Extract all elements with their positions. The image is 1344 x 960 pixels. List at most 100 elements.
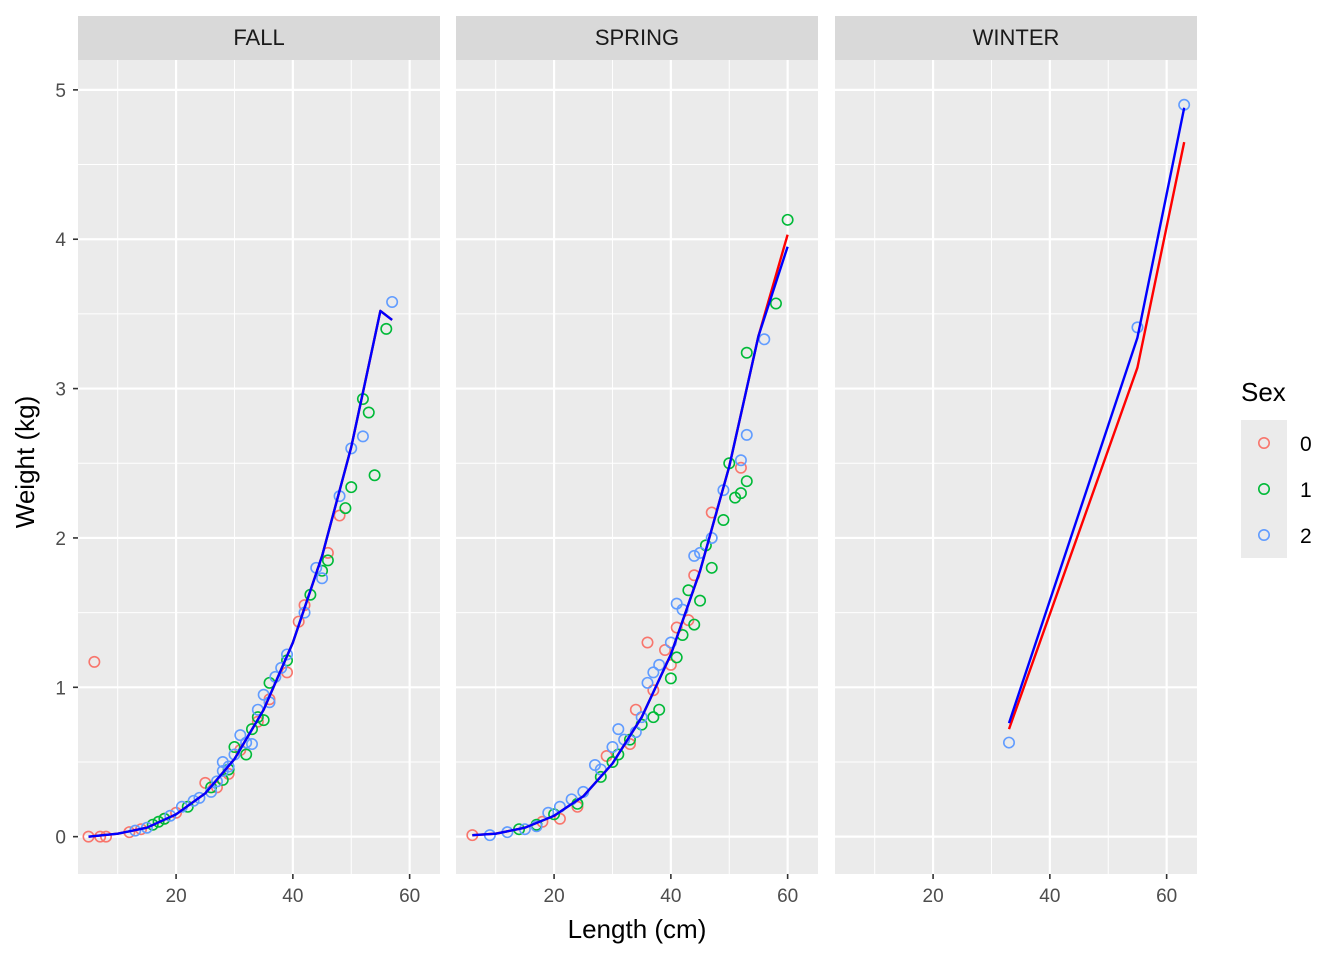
fit-line-blue <box>1007 107 1186 724</box>
y-axis-title: Weight (kg) <box>10 396 40 528</box>
data-point-sex-2 <box>386 295 399 308</box>
data-point-sex-0 <box>659 643 672 656</box>
legend: Sex 0 1 2 <box>1241 377 1312 558</box>
data-point-sex-2 <box>758 333 771 346</box>
data-point-sex-0 <box>647 684 660 697</box>
data-point-sex-1 <box>664 672 677 685</box>
data-point-sex-1 <box>321 554 334 567</box>
x-tick-label: 20 <box>544 886 565 907</box>
legend-key-sex-0 <box>1258 436 1271 449</box>
legend-key-sex-1 <box>1258 482 1271 495</box>
y-tick-label: 0 <box>55 828 66 849</box>
facet-strip <box>456 16 818 60</box>
data-point-sex-1 <box>694 594 707 607</box>
y-tick-label: 5 <box>55 81 66 102</box>
data-point-sex-2 <box>641 676 654 689</box>
data-point-sex-1 <box>612 748 625 761</box>
data-point-sex-1 <box>606 755 619 768</box>
fit-line-blue <box>472 246 789 837</box>
data-point-sex-2 <box>647 666 660 679</box>
legend-title: Sex <box>1241 377 1286 407</box>
x-tick-label: 40 <box>282 886 303 907</box>
data-point-sex-2 <box>606 741 619 754</box>
data-point-sex-0 <box>670 621 683 634</box>
data-point-sex-2 <box>635 711 648 724</box>
data-point-sex-1 <box>380 322 393 335</box>
data-point-sex-2 <box>653 658 666 671</box>
data-point-sex-2 <box>612 723 625 736</box>
y-tick-label: 4 <box>55 230 66 251</box>
legend-label: 2 <box>1300 525 1312 548</box>
facet-strip-label: WINTER <box>973 25 1060 50</box>
data-point-sex-1 <box>345 481 358 494</box>
data-point-sex-2 <box>245 738 258 751</box>
legend-label: 0 <box>1300 433 1312 456</box>
data-point-sex-1 <box>362 406 375 419</box>
legend-label: 1 <box>1300 479 1312 502</box>
data-point-sex-0 <box>333 509 346 522</box>
facet-panel-spring: SPRING 20 40 60 <box>456 16 818 907</box>
facet-panel-fall: FALL 20 40 60 <box>78 16 440 907</box>
data-point-sex-2 <box>210 775 223 788</box>
data-point-sex-0 <box>251 715 264 728</box>
data-point-sex-1 <box>251 711 264 724</box>
data-point-sex-1 <box>647 711 660 724</box>
data-point-sex-1 <box>152 815 165 828</box>
facet-strip-label: SPRING <box>595 25 679 50</box>
y-tick-label: 3 <box>55 380 66 401</box>
data-point-sex-0 <box>629 703 642 716</box>
data-point-sex-1 <box>740 346 753 359</box>
data-point-sex-1 <box>158 812 171 825</box>
data-point-sex-2 <box>316 572 329 585</box>
data-point-sex-1 <box>548 808 561 821</box>
data-point-sex-2 <box>281 648 294 661</box>
data-point-sex-0 <box>641 636 654 649</box>
panels-layer: FALL 20 40 60 SPRING 20 40 60 WINTER 20 40 60 <box>78 16 1197 907</box>
data-point-sex-1 <box>705 561 718 574</box>
data-point-sex-2 <box>193 791 206 804</box>
panel-background <box>78 60 440 874</box>
data-point-sex-1 <box>769 297 782 310</box>
data-point-sex-2 <box>187 794 200 807</box>
x-tick-label: 60 <box>1156 886 1177 907</box>
data-point-sex-0 <box>88 655 101 668</box>
data-point-sex-1 <box>146 818 159 831</box>
data-point-sex-1 <box>368 469 381 482</box>
data-point-sex-2 <box>688 549 701 562</box>
x-tick-label: 40 <box>660 886 681 907</box>
data-point-sex-1 <box>717 514 730 527</box>
data-point-sex-0 <box>100 830 113 843</box>
panel-background <box>835 60 1197 874</box>
facet-panel-winter: WINTER 20 40 60 <box>835 16 1197 907</box>
x-tick-label: 60 <box>399 886 420 907</box>
data-point-sex-1 <box>740 475 753 488</box>
data-point-sex-1 <box>688 618 701 631</box>
facet-strip <box>78 16 440 60</box>
x-tick-label: 60 <box>777 886 798 907</box>
y-tick-label: 2 <box>55 529 66 550</box>
data-point-sex-1 <box>734 487 747 500</box>
fit-line-blue <box>88 309 393 838</box>
data-point-sex-1 <box>245 723 258 736</box>
data-point-sex-2 <box>1002 736 1015 749</box>
data-point-sex-2 <box>222 760 235 773</box>
facet-strip <box>835 16 1197 60</box>
legend-key-background <box>1241 420 1287 558</box>
data-point-sex-1 <box>670 651 683 664</box>
data-point-sex-2 <box>734 454 747 467</box>
facet-strip-label: FALL <box>233 25 284 50</box>
y-axis: 0 1 2 3 4 5 <box>55 81 78 849</box>
data-point-sex-2 <box>257 688 270 701</box>
data-point-sex-0 <box>734 461 747 474</box>
data-point-sex-1 <box>339 502 352 515</box>
data-point-sex-2 <box>234 729 247 742</box>
panel-background <box>456 60 818 874</box>
data-point-sex-2 <box>740 428 753 441</box>
data-point-sex-1 <box>594 770 607 783</box>
y-tick-label: 1 <box>55 678 66 699</box>
data-point-sex-1 <box>781 213 794 226</box>
x-axis-title: Length (cm) <box>568 914 707 944</box>
data-point-sex-1 <box>240 748 253 761</box>
x-tick-label: 20 <box>166 886 187 907</box>
